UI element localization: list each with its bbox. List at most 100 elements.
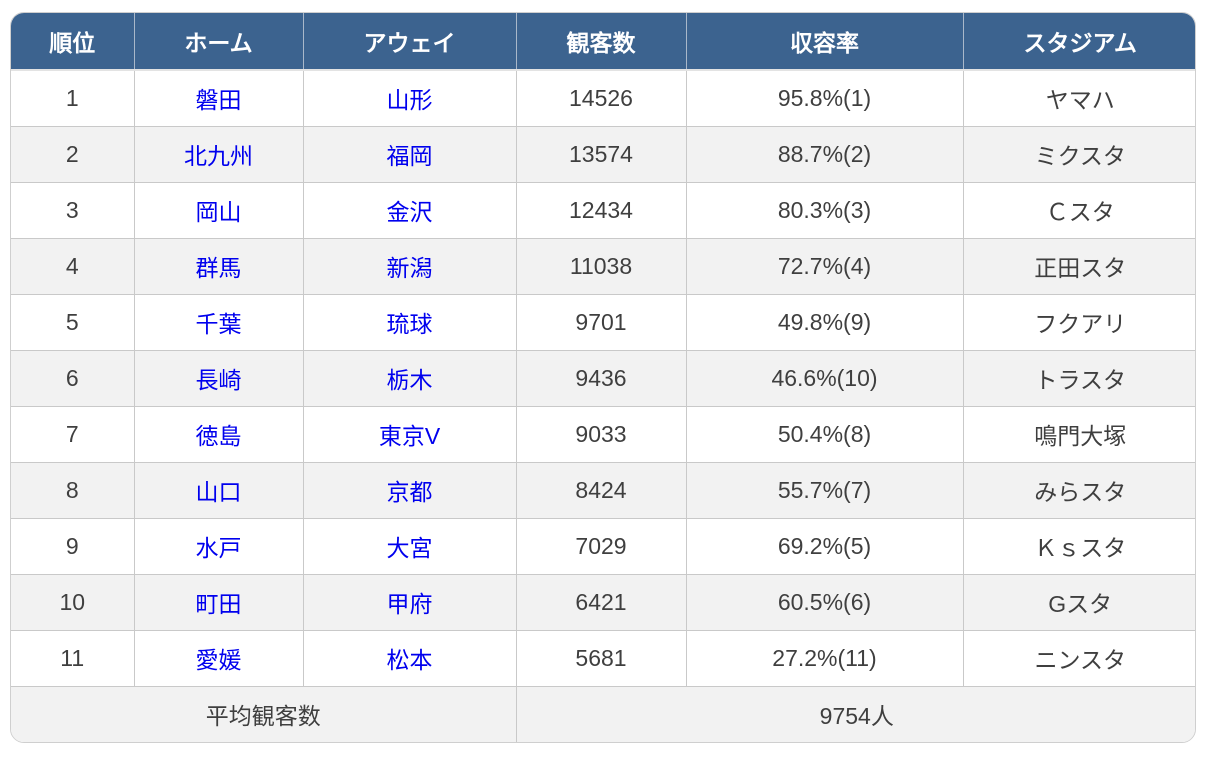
home-team-link[interactable]: 磐田 (195, 87, 242, 114)
column-header-capacity: 収容率 (685, 13, 963, 70)
table-row: 10 町田 甲府 6421 60.5%(6) Gスタ (11, 573, 1195, 630)
attendance-cell: 9701 (515, 293, 686, 350)
home-team-link[interactable]: 長崎 (195, 367, 242, 393)
rank-cell: 11 (11, 629, 134, 686)
stadium-cell: Ｋｓスタ (962, 517, 1195, 574)
home-team-link[interactable]: 山口 (195, 479, 242, 505)
home-team-cell: 徳島 (133, 405, 303, 462)
home-team-link[interactable]: 群馬 (195, 255, 242, 281)
attendance-table-container: 順位 ホーム アウェイ 観客数 収容率 スタジアム 1 磐田 山形 14526 95.8… (10, 12, 1196, 743)
away-team-link[interactable]: 京都 (386, 479, 433, 505)
rank-cell: 10 (11, 573, 134, 630)
column-header-away: アウェイ (302, 13, 516, 70)
home-team-cell: 長崎 (133, 349, 303, 406)
away-team-cell: 新潟 (302, 237, 516, 294)
table-row: 5 千葉 琉球 9701 49.8%(9) フクアリ (11, 293, 1195, 350)
home-team-cell: 町田 (133, 573, 303, 630)
away-team-link[interactable]: 新潟 (386, 255, 433, 281)
home-team-cell: 群馬 (133, 237, 303, 294)
footer-average-value: 9754人 (515, 685, 1195, 742)
table-row: 4 群馬 新潟 11038 72.7%(4) 正田スタ (11, 237, 1195, 294)
away-team-link[interactable]: 甲府 (386, 591, 433, 617)
away-team-cell: 金沢 (302, 181, 516, 238)
stadium-cell: フクアリ (962, 293, 1195, 350)
away-team-link[interactable]: 福岡 (386, 143, 433, 169)
home-team-link[interactable]: 水戸 (195, 535, 242, 561)
capacity-rate-cell: 69.2%(5) (685, 517, 963, 574)
attendance-table: 順位 ホーム アウェイ 観客数 収容率 スタジアム 1 磐田 山形 14526 95.8… (11, 13, 1195, 742)
capacity-rate-cell: 50.4%(8) (685, 405, 963, 462)
rank-cell: 9 (11, 517, 134, 574)
home-team-cell: 北九州 (133, 125, 303, 182)
rank-cell: 4 (11, 237, 134, 294)
column-header-rank: 順位 (11, 13, 134, 70)
capacity-rate-cell: 49.8%(9) (685, 293, 963, 350)
stadium-cell: Gスタ (962, 573, 1195, 630)
stadium-cell: 鳴門大塚 (962, 405, 1195, 462)
home-team-link[interactable]: 徳島 (195, 423, 242, 449)
table-row: 2 北九州 福岡 13574 88.7%(2) ミクスタ (11, 125, 1195, 182)
attendance-cell: 11038 (515, 237, 686, 294)
stadium-cell: ヤマハ (962, 69, 1195, 126)
away-team-link[interactable]: 山形 (386, 87, 433, 114)
attendance-cell: 12434 (515, 181, 686, 238)
capacity-rate-cell: 55.7%(7) (685, 461, 963, 518)
stadium-cell: ミクスタ (962, 125, 1195, 182)
table-row: 9 水戸 大宮 7029 69.2%(5) Ｋｓスタ (11, 517, 1195, 574)
rank-cell: 6 (11, 349, 134, 406)
stadium-cell: ニンスタ (962, 629, 1195, 686)
capacity-rate-cell: 80.3%(3) (685, 181, 963, 238)
table-row: 7 徳島 東京V 9033 50.4%(8) 鳴門大塚 (11, 405, 1195, 462)
away-team-cell: 甲府 (302, 573, 516, 630)
away-team-link[interactable]: 琉球 (386, 311, 433, 337)
capacity-rate-cell: 46.6%(10) (685, 349, 963, 406)
rank-cell: 7 (11, 405, 134, 462)
stadium-cell: Ｃスタ (962, 181, 1195, 238)
rank-cell: 8 (11, 461, 134, 518)
home-team-cell: 磐田 (133, 69, 303, 126)
attendance-cell: 13574 (515, 125, 686, 182)
attendance-cell: 9033 (515, 405, 686, 462)
away-team-link[interactable]: 金沢 (386, 199, 433, 225)
rank-cell: 3 (11, 181, 134, 238)
away-team-link[interactable]: 松本 (386, 647, 433, 673)
attendance-cell: 8424 (515, 461, 686, 518)
attendance-cell: 14526 (515, 69, 686, 126)
capacity-rate-cell: 95.8%(1) (685, 69, 963, 126)
rank-cell: 2 (11, 125, 134, 182)
column-header-stadium: スタジアム (962, 13, 1195, 70)
attendance-cell: 7029 (515, 517, 686, 574)
stadium-cell: トラスタ (962, 349, 1195, 406)
away-team-link[interactable]: 栃木 (386, 367, 433, 393)
home-team-link[interactable]: 千葉 (195, 311, 242, 337)
home-team-cell: 山口 (133, 461, 303, 518)
home-team-cell: 愛媛 (133, 629, 303, 686)
table-row: 1 磐田 山形 14526 95.8%(1) ヤマハ (11, 69, 1195, 126)
away-team-cell: 大宮 (302, 517, 516, 574)
home-team-link[interactable]: 岡山 (195, 199, 242, 225)
away-team-link[interactable]: 大宮 (386, 535, 433, 561)
attendance-cell: 9436 (515, 349, 686, 406)
capacity-rate-cell: 72.7%(4) (685, 237, 963, 294)
away-team-cell: 琉球 (302, 293, 516, 350)
column-header-home: ホーム (133, 13, 303, 70)
table-row: 3 岡山 金沢 12434 80.3%(3) Ｃスタ (11, 181, 1195, 238)
away-team-cell: 京都 (302, 461, 516, 518)
home-team-cell: 岡山 (133, 181, 303, 238)
table-row: 11 愛媛 松本 5681 27.2%(11) ニンスタ (11, 629, 1195, 686)
stadium-cell: 正田スタ (962, 237, 1195, 294)
rank-cell: 5 (11, 293, 134, 350)
away-team-cell: 松本 (302, 629, 516, 686)
capacity-rate-cell: 60.5%(6) (685, 573, 963, 630)
table-row: 8 山口 京都 8424 55.7%(7) みらスタ (11, 461, 1195, 518)
header-row: 順位 ホーム アウェイ 観客数 収容率 スタジアム (11, 13, 1195, 70)
away-team-link[interactable]: 東京V (378, 423, 441, 449)
attendance-cell: 6421 (515, 573, 686, 630)
home-team-link[interactable]: 愛媛 (195, 647, 242, 673)
stadium-cell: みらスタ (962, 461, 1195, 518)
home-team-link[interactable]: 町田 (195, 591, 242, 617)
table-row: 6 長崎 栃木 9436 46.6%(10) トラスタ (11, 349, 1195, 406)
away-team-cell: 福岡 (302, 125, 516, 182)
home-team-link[interactable]: 北九州 (184, 143, 253, 169)
capacity-rate-cell: 27.2%(11) (685, 629, 963, 686)
